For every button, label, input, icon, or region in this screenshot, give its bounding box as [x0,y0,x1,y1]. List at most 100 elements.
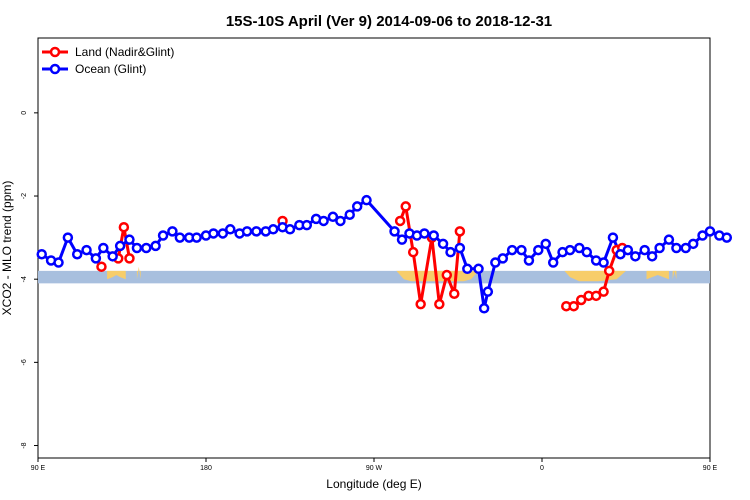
legend: Land (Nadir&Glint) Ocean (Glint) [42,45,174,76]
ocean-series-point [630,251,641,262]
ocean-series-point [721,232,733,243]
ocean-series-point [225,224,236,235]
y-tick-label: -4 [21,276,28,282]
ocean-series-point [361,194,372,206]
ocean-series-point [671,242,682,254]
ocean-series-point [654,242,665,254]
land-series-point [590,290,602,302]
y-tick-label: -8 [21,442,28,448]
ocean-series-point [167,226,178,237]
ocean-series-point [478,303,490,314]
land-fill-6 [672,270,677,280]
ocean-series-point [547,257,559,268]
land-series-point [441,269,453,281]
land-series-point [96,261,107,272]
ocean-series-point [564,244,576,256]
series-layer [36,194,733,314]
sampling-band-rect [38,270,710,284]
ocean-series-point [490,257,501,268]
ocean-series-point [389,226,400,237]
x-tick-label: 90 E [31,465,46,472]
y-axis-label: XCO2 - MLO trend (ppm) [0,181,14,316]
ocean-series-point [141,242,152,254]
ocean-series-point [607,232,619,243]
x-axis: 90 E 180 90 W 0 90 E [31,458,718,472]
ocean-series-point [687,238,699,250]
ocean-series-point [533,244,544,256]
land-fill-5 [646,270,669,280]
ocean-series-point [598,257,609,268]
ocean-series-point [646,251,658,262]
land-series-point [415,298,426,310]
ocean-series-point [157,230,169,241]
ocean-series-point [473,263,484,275]
ocean-series-point [217,228,229,239]
land-series-point [118,221,130,233]
ocean-series-point [615,248,626,260]
ocean-series-point [462,263,473,275]
ocean-series-point [174,232,186,243]
ocean-series-point [318,215,329,227]
x-tick-label: 90 E [703,465,718,472]
ocean-series-point [639,244,650,256]
ocean-series-point [131,242,143,254]
ocean-series-point [267,224,279,235]
land-series-point [603,265,615,277]
x-axis-label: Longitude (deg E) [326,477,421,491]
ocean-series-point [581,246,593,258]
ocean-series-point [680,242,691,254]
x-tick-label: 180 [200,465,212,472]
ocean-series-point [36,248,47,260]
ocean-series-point [428,230,439,241]
land-series-point [454,226,466,237]
ocean-series-point [540,238,551,250]
x-tick-label: 0 [540,465,544,472]
ocean-series-point [506,244,518,256]
ocean-series-point [124,234,135,245]
ocean-series-point [396,234,408,245]
x-tick-label: 90 W [366,465,383,472]
chart-title: 15S-10S April (Ver 9) 2014-09-06 to 2018… [226,13,552,30]
ocean-series-point [191,232,202,243]
ocean-series-point [523,255,535,266]
land-series-point [568,300,579,312]
land-fill-1 [136,266,141,280]
ocean-series-point [335,215,346,227]
sampling-band [38,270,710,284]
y-tick-label: -2 [21,193,28,199]
ocean-series-point [81,244,92,256]
ocean-series-point [53,257,64,268]
ocean-series-point [697,230,708,241]
land-series-point [434,298,445,310]
ocean-series-point [98,242,109,254]
ocean-series-point [663,234,675,245]
ocean-series-point [150,240,161,252]
legend-ocean-label: Ocean (Glint) [75,62,146,76]
land-series-point [449,288,460,299]
ocean-series-point [574,242,585,254]
ocean-series-point [241,226,253,237]
y-axis: 0 -2 -4 -6 -8 [21,111,38,449]
ocean-series-point [107,251,118,262]
ocean-series-point [437,238,449,250]
land-series-point [598,286,609,297]
land-fill-0 [107,270,126,280]
ocean-series-point [62,232,74,243]
legend-land-label: Land (Nadir&Glint) [75,45,174,59]
ocean-series-point [90,253,102,264]
ocean-series-point [497,253,509,264]
legend-land-marker [49,46,61,58]
land-series-point [400,201,411,212]
ocean-series-point [454,242,466,254]
ocean-series-point [704,226,716,237]
ocean-series-point [622,244,634,256]
y-tick-label: 0 [21,111,28,115]
ocean-series-point [208,228,219,239]
land-series-point [575,294,587,306]
ocean-series-point [419,228,430,239]
land-series-point [407,246,419,258]
ocean-series-point [482,286,494,297]
ocean-series-point [251,226,262,237]
ocean-series-point [344,209,355,220]
